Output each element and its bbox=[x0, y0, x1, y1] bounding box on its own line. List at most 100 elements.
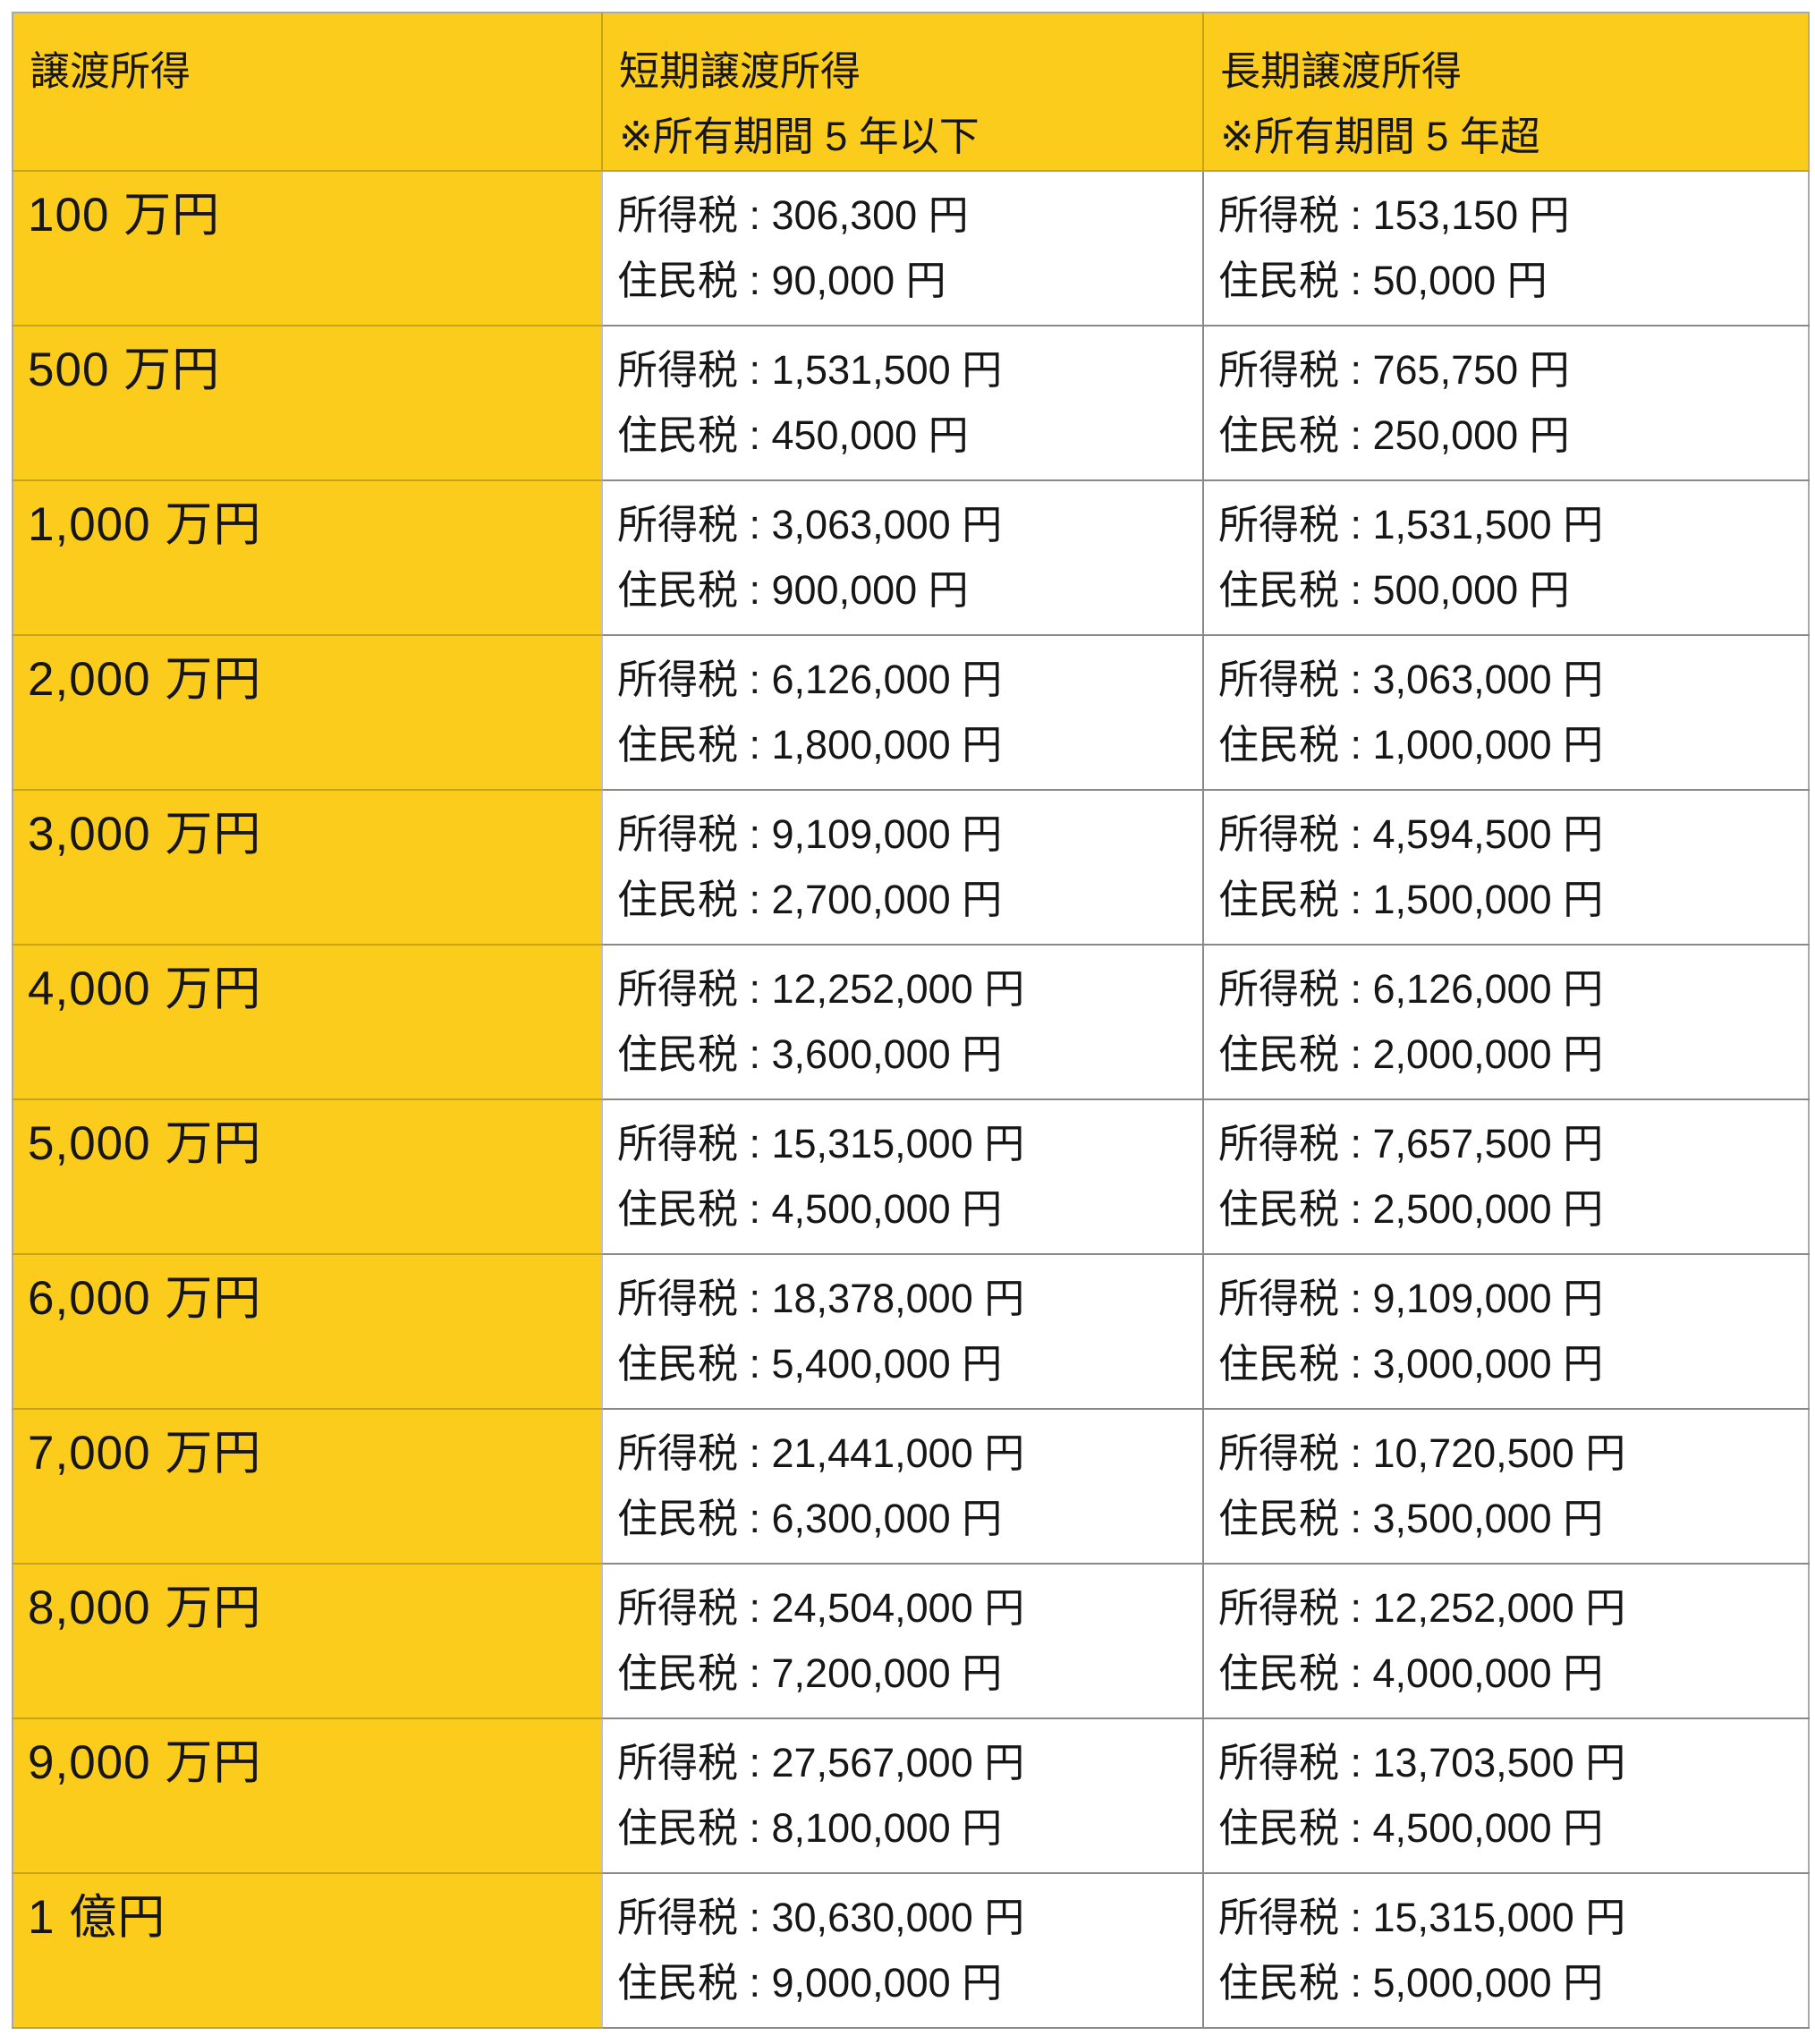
table-row: 100 万円 所得税 : 306,300 円 住民税 : 90,000 円 所得… bbox=[13, 171, 1809, 327]
short-term-tax-cell: 所得税 : 6,126,000 円 住民税 : 1,800,000 円 bbox=[602, 635, 1204, 791]
income-amount-label: 7,000 万円 bbox=[28, 1427, 262, 1480]
header-cell-long-term: 長期譲渡所得 ※所有期間 5 年超 bbox=[1203, 13, 1809, 172]
income-amount-cell: 4,000 万円 bbox=[13, 945, 603, 1100]
income-amount-label: 100 万円 bbox=[28, 189, 221, 242]
income-amount-label: 5,000 万円 bbox=[28, 1117, 262, 1170]
short-term-income-tax: 所得税 : 24,504,000 円 bbox=[617, 1585, 1025, 1631]
table-row: 1,000 万円 所得税 : 3,063,000 円 住民税 : 900,000… bbox=[13, 480, 1809, 636]
long-term-resident-tax: 住民税 : 3,000,000 円 bbox=[1218, 1341, 1604, 1387]
short-term-tax-cell: 所得税 : 18,378,000 円 住民税 : 5,400,000 円 bbox=[602, 1254, 1204, 1410]
long-term-tax-cell: 所得税 : 10,720,500 円 住民税 : 3,500,000 円 bbox=[1203, 1409, 1809, 1565]
table-row: 1 億円 所得税 : 30,630,000 円 住民税 : 9,000,000 … bbox=[13, 1873, 1809, 2029]
table-row: 5,000 万円 所得税 : 15,315,000 円 住民税 : 4,500,… bbox=[13, 1099, 1809, 1255]
long-term-income-tax: 所得税 : 6,126,000 円 bbox=[1218, 966, 1604, 1012]
long-term-income-tax: 所得税 : 9,109,000 円 bbox=[1218, 1276, 1604, 1321]
short-term-resident-tax: 住民税 : 900,000 円 bbox=[617, 567, 969, 613]
long-term-resident-tax: 住民税 : 500,000 円 bbox=[1218, 567, 1570, 613]
long-term-income-tax: 所得税 : 765,750 円 bbox=[1218, 347, 1570, 393]
header-short-term-note: ※所有期間 5 年以下 bbox=[619, 114, 980, 159]
long-term-tax-cell: 所得税 : 15,315,000 円 住民税 : 5,000,000 円 bbox=[1203, 1873, 1809, 2029]
table-row: 6,000 万円 所得税 : 18,378,000 円 住民税 : 5,400,… bbox=[13, 1254, 1809, 1410]
long-term-tax-cell: 所得税 : 9,109,000 円 住民税 : 3,000,000 円 bbox=[1203, 1254, 1809, 1410]
table-row: 4,000 万円 所得税 : 12,252,000 円 住民税 : 3,600,… bbox=[13, 945, 1809, 1100]
long-term-resident-tax: 住民税 : 5,000,000 円 bbox=[1218, 1960, 1604, 2006]
long-term-resident-tax: 住民税 : 3,500,000 円 bbox=[1218, 1496, 1604, 1541]
short-term-tax-cell: 所得税 : 27,567,000 円 住民税 : 8,100,000 円 bbox=[602, 1718, 1204, 1874]
income-amount-cell: 100 万円 bbox=[13, 171, 603, 327]
header-long-term-title: 長期譲渡所得 bbox=[1220, 48, 1463, 94]
short-term-income-tax: 所得税 : 30,630,000 円 bbox=[617, 1895, 1025, 1940]
table-header: 譲渡所得 短期譲渡所得 ※所有期間 5 年以下 長期譲渡所得 ※所有期間 5 年… bbox=[13, 13, 1809, 172]
income-amount-cell: 3,000 万円 bbox=[13, 790, 603, 946]
header-cell-transfer-income: 譲渡所得 bbox=[13, 13, 603, 172]
short-term-resident-tax: 住民税 : 1,800,000 円 bbox=[617, 722, 1003, 768]
header-transfer-income-label: 譲渡所得 bbox=[30, 48, 191, 94]
table-body: 100 万円 所得税 : 306,300 円 住民税 : 90,000 円 所得… bbox=[13, 171, 1809, 2029]
short-term-income-tax: 所得税 : 21,441,000 円 bbox=[617, 1430, 1025, 1476]
long-term-resident-tax: 住民税 : 1,500,000 円 bbox=[1218, 877, 1604, 922]
income-amount-label: 1 億円 bbox=[28, 1891, 166, 1944]
header-cell-short-term: 短期譲渡所得 ※所有期間 5 年以下 bbox=[602, 13, 1204, 172]
long-term-tax-cell: 所得税 : 7,657,500 円 住民税 : 2,500,000 円 bbox=[1203, 1099, 1809, 1255]
short-term-income-tax: 所得税 : 18,378,000 円 bbox=[617, 1276, 1025, 1321]
long-term-income-tax: 所得税 : 7,657,500 円 bbox=[1218, 1121, 1604, 1166]
long-term-resident-tax: 住民税 : 250,000 円 bbox=[1218, 412, 1570, 458]
long-term-tax-cell: 所得税 : 13,703,500 円 住民税 : 4,500,000 円 bbox=[1203, 1718, 1809, 1874]
short-term-tax-cell: 所得税 : 21,441,000 円 住民税 : 6,300,000 円 bbox=[602, 1409, 1204, 1565]
income-amount-cell: 5,000 万円 bbox=[13, 1099, 603, 1255]
long-term-tax-cell: 所得税 : 12,252,000 円 住民税 : 4,000,000 円 bbox=[1203, 1564, 1809, 1719]
long-term-tax-cell: 所得税 : 1,531,500 円 住民税 : 500,000 円 bbox=[1203, 480, 1809, 636]
short-term-resident-tax: 住民税 : 6,300,000 円 bbox=[617, 1496, 1003, 1541]
long-term-resident-tax: 住民税 : 50,000 円 bbox=[1218, 258, 1548, 303]
long-term-resident-tax: 住民税 : 2,500,000 円 bbox=[1218, 1186, 1604, 1232]
income-amount-cell: 1 億円 bbox=[13, 1873, 603, 2029]
table-row: 2,000 万円 所得税 : 6,126,000 円 住民税 : 1,800,0… bbox=[13, 635, 1809, 791]
short-term-tax-cell: 所得税 : 1,531,500 円 住民税 : 450,000 円 bbox=[602, 326, 1204, 481]
short-term-tax-cell: 所得税 : 30,630,000 円 住民税 : 9,000,000 円 bbox=[602, 1873, 1204, 2029]
long-term-tax-cell: 所得税 : 6,126,000 円 住民税 : 2,000,000 円 bbox=[1203, 945, 1809, 1100]
long-term-income-tax: 所得税 : 4,594,500 円 bbox=[1218, 811, 1604, 857]
table-row: 8,000 万円 所得税 : 24,504,000 円 住民税 : 7,200,… bbox=[13, 1564, 1809, 1719]
short-term-income-tax: 所得税 : 27,567,000 円 bbox=[617, 1740, 1025, 1785]
long-term-tax-cell: 所得税 : 3,063,000 円 住民税 : 1,000,000 円 bbox=[1203, 635, 1809, 791]
income-amount-cell: 500 万円 bbox=[13, 326, 603, 481]
income-amount-label: 4,000 万円 bbox=[28, 963, 262, 1015]
table-row: 9,000 万円 所得税 : 27,567,000 円 住民税 : 8,100,… bbox=[13, 1718, 1809, 1874]
short-term-resident-tax: 住民税 : 4,500,000 円 bbox=[617, 1186, 1003, 1232]
long-term-income-tax: 所得税 : 12,252,000 円 bbox=[1218, 1585, 1626, 1631]
income-amount-label: 3,000 万円 bbox=[28, 808, 262, 861]
income-amount-label: 500 万円 bbox=[28, 343, 221, 396]
short-term-income-tax: 所得税 : 9,109,000 円 bbox=[617, 811, 1003, 857]
short-term-resident-tax: 住民税 : 3,600,000 円 bbox=[617, 1031, 1003, 1077]
short-term-tax-cell: 所得税 : 306,300 円 住民税 : 90,000 円 bbox=[602, 171, 1204, 327]
income-amount-cell: 7,000 万円 bbox=[13, 1409, 603, 1565]
short-term-income-tax: 所得税 : 6,126,000 円 bbox=[617, 657, 1003, 702]
short-term-tax-cell: 所得税 : 3,063,000 円 住民税 : 900,000 円 bbox=[602, 480, 1204, 636]
table-row: 500 万円 所得税 : 1,531,500 円 住民税 : 450,000 円… bbox=[13, 326, 1809, 481]
income-amount-label: 1,000 万円 bbox=[28, 498, 262, 551]
income-amount-cell: 6,000 万円 bbox=[13, 1254, 603, 1410]
short-term-income-tax: 所得税 : 1,531,500 円 bbox=[617, 347, 1003, 393]
long-term-tax-cell: 所得税 : 765,750 円 住民税 : 250,000 円 bbox=[1203, 326, 1809, 481]
income-amount-label: 6,000 万円 bbox=[28, 1272, 262, 1325]
long-term-tax-cell: 所得税 : 153,150 円 住民税 : 50,000 円 bbox=[1203, 171, 1809, 327]
long-term-resident-tax: 住民税 : 4,500,000 円 bbox=[1218, 1805, 1604, 1851]
short-term-tax-cell: 所得税 : 15,315,000 円 住民税 : 4,500,000 円 bbox=[602, 1099, 1204, 1255]
header-row: 譲渡所得 短期譲渡所得 ※所有期間 5 年以下 長期譲渡所得 ※所有期間 5 年… bbox=[13, 13, 1809, 172]
income-amount-cell: 1,000 万円 bbox=[13, 480, 603, 636]
short-term-income-tax: 所得税 : 3,063,000 円 bbox=[617, 502, 1003, 547]
short-term-resident-tax: 住民税 : 90,000 円 bbox=[617, 258, 946, 303]
income-amount-label: 9,000 万円 bbox=[28, 1736, 262, 1789]
short-term-tax-cell: 所得税 : 24,504,000 円 住民税 : 7,200,000 円 bbox=[602, 1564, 1204, 1719]
long-term-income-tax: 所得税 : 3,063,000 円 bbox=[1218, 657, 1604, 702]
table-row: 7,000 万円 所得税 : 21,441,000 円 住民税 : 6,300,… bbox=[13, 1409, 1809, 1565]
long-term-income-tax: 所得税 : 153,150 円 bbox=[1218, 192, 1570, 238]
header-short-term-title: 短期譲渡所得 bbox=[619, 48, 861, 94]
short-term-resident-tax: 住民税 : 7,200,000 円 bbox=[617, 1650, 1003, 1696]
table-row: 3,000 万円 所得税 : 9,109,000 円 住民税 : 2,700,0… bbox=[13, 790, 1809, 946]
short-term-resident-tax: 住民税 : 450,000 円 bbox=[617, 412, 969, 458]
short-term-income-tax: 所得税 : 306,300 円 bbox=[617, 192, 969, 238]
short-term-income-tax: 所得税 : 15,315,000 円 bbox=[617, 1121, 1025, 1166]
income-amount-cell: 9,000 万円 bbox=[13, 1718, 603, 1874]
income-amount-cell: 2,000 万円 bbox=[13, 635, 603, 791]
